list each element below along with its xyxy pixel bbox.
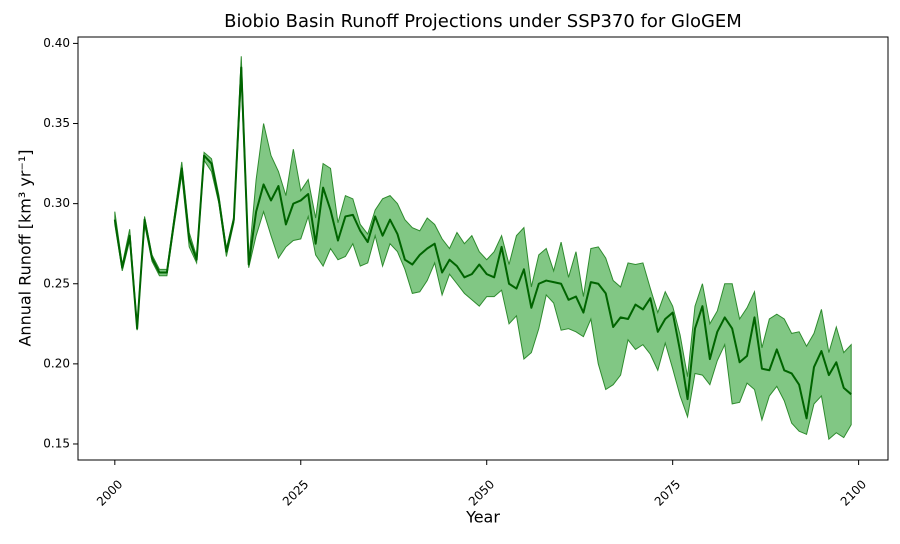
x-tick-label: 2025 <box>280 477 311 508</box>
y-tick-label: 0.35 <box>43 116 70 130</box>
y-axis-label: Annual Runoff [km³ yr⁻¹] <box>16 149 35 346</box>
x-tick-label: 2050 <box>466 477 497 508</box>
y-tick-label: 0.30 <box>43 196 70 210</box>
x-tick-label: 2100 <box>838 477 869 508</box>
y-tick-label: 0.20 <box>43 356 70 370</box>
y-tick-label: 0.25 <box>43 276 70 290</box>
y-tick-label: 0.15 <box>43 436 70 450</box>
mean-line <box>113 66 852 420</box>
x-axis-label: Year <box>465 508 500 527</box>
uncertainty-band <box>114 56 852 441</box>
chart-title: Biobio Basin Runoff Projections under SS… <box>224 11 742 32</box>
plot-frame <box>77 36 889 461</box>
x-tick-label: 2000 <box>94 477 125 508</box>
x-tick-label: 2075 <box>652 477 683 508</box>
y-tick-label: 0.40 <box>43 36 70 50</box>
